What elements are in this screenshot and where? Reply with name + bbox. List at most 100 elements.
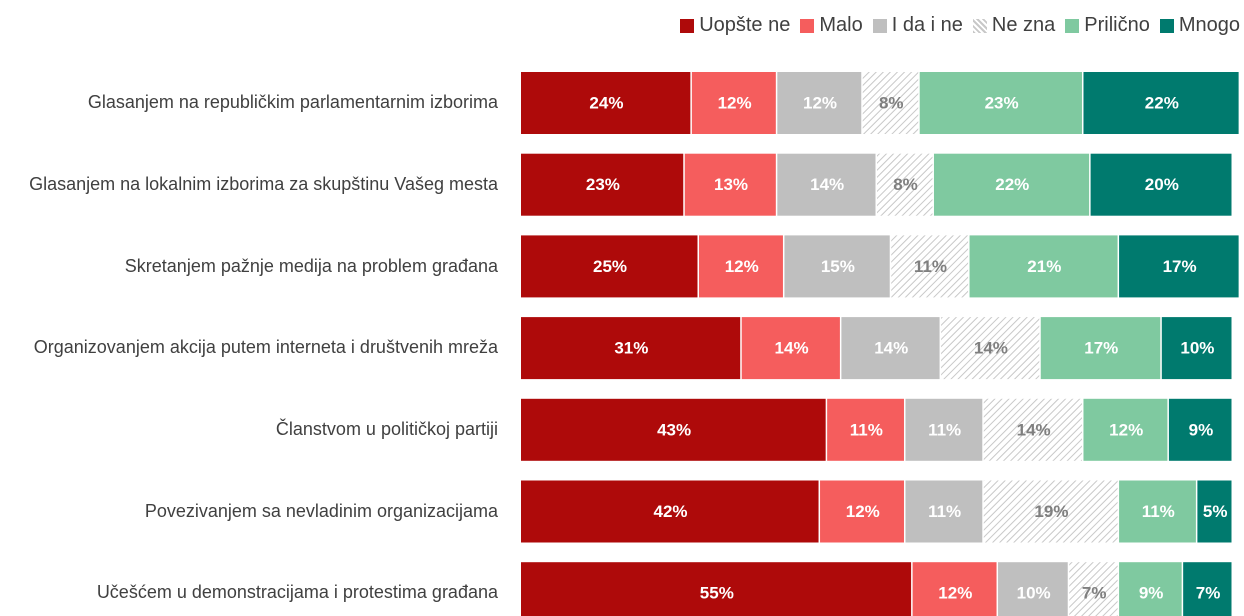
value-label: 55% [700, 584, 734, 603]
bar-segment [1040, 317, 1161, 380]
category-label: Glasanjem na republičkim parlamentarnim … [87, 92, 498, 113]
category-label-box: Povezivanjem sa nevladinim organizacijam… [0, 481, 498, 543]
value-label: 9% [1189, 420, 1214, 439]
category-label-box: Članstvom u političkoj partiji [0, 399, 498, 461]
value-label: 25% [593, 257, 627, 276]
bar-segment [784, 235, 890, 298]
bar-segment [905, 398, 983, 461]
legend-label: Uopšte ne [699, 14, 791, 36]
value-label: 24% [589, 93, 623, 112]
value-label: 43% [657, 420, 691, 439]
legend-label: I da i ne [891, 14, 963, 36]
category-label-box: Organizovanjem akcija putem interneta i … [0, 317, 498, 379]
value-label: 12% [1109, 420, 1143, 439]
bar-segment [862, 72, 919, 134]
category-label-box: Glasanjem na lokalnim izborima za skupšt… [0, 154, 498, 216]
value-label: 12% [846, 502, 880, 521]
value-label: 11% [928, 502, 961, 521]
value-label: 14% [1017, 420, 1051, 439]
legend-item: I da i ne [872, 14, 963, 37]
value-label: 17% [1163, 257, 1197, 276]
value-label: 14% [810, 175, 844, 194]
bar-segment [1083, 72, 1239, 134]
value-label: 8% [893, 175, 918, 194]
legend-swatch [872, 18, 887, 33]
bar-segment [699, 235, 783, 298]
value-label: 11% [850, 420, 883, 439]
bar-segment [684, 153, 776, 216]
bar-segment [998, 562, 1068, 616]
category-label-box: Učešćem u demonstracijama i protestima g… [0, 562, 498, 616]
bar-segment [521, 398, 826, 461]
bar-segment [1119, 562, 1182, 616]
value-label: 17% [1084, 339, 1118, 358]
bar-segment [777, 153, 876, 216]
bar-segment [1069, 562, 1118, 616]
bar-segment [933, 153, 1090, 216]
value-label: 23% [985, 93, 1019, 112]
bar-segment [1183, 562, 1232, 616]
value-label: 14% [874, 339, 908, 358]
bar-segment [1083, 398, 1168, 461]
bar-segment [877, 153, 933, 216]
bar-segment [841, 317, 940, 380]
bar-segment [983, 480, 1118, 543]
value-label: 15% [821, 257, 855, 276]
category-label: Učešćem u demonstracijama i protestima g… [96, 582, 498, 603]
value-label: 12% [725, 257, 759, 276]
legend-swatch [680, 18, 695, 33]
bar-segment [983, 398, 1082, 461]
bar-segment [891, 235, 969, 298]
bar-segment [912, 562, 997, 616]
category-label-box: Glasanjem na republičkim parlamentarnim … [0, 72, 498, 134]
bar-segment [969, 235, 1118, 298]
value-label: 42% [654, 502, 688, 521]
value-label: 13% [714, 175, 748, 194]
bar-segment [521, 317, 741, 380]
value-label: 14% [775, 339, 809, 358]
bar-segment [521, 235, 698, 298]
bar-segment [1119, 480, 1196, 543]
bar-segment [919, 72, 1082, 134]
legend-item: Ne zna [972, 14, 1056, 37]
bar-segment [827, 398, 904, 461]
legend-label: Ne zna [991, 14, 1056, 36]
bar-segment [521, 153, 684, 216]
legend-item: Mnogo [1159, 14, 1240, 37]
legend-label: Mnogo [1178, 14, 1240, 36]
value-label: 23% [586, 175, 620, 194]
value-label: 12% [803, 93, 837, 112]
value-label: 19% [1034, 502, 1068, 521]
legend-swatch [800, 18, 815, 33]
bar-segment [1197, 480, 1232, 543]
bar-segment [777, 72, 862, 134]
value-label: 12% [938, 584, 972, 603]
value-label: 31% [614, 339, 648, 358]
value-label: 21% [1027, 257, 1061, 276]
category-label: Skretanjem pažnje medija na problem građ… [124, 255, 498, 276]
value-label: 9% [1139, 584, 1164, 603]
bar-segment [521, 480, 819, 543]
legend-label: Malo [819, 14, 863, 36]
value-label: 7% [1196, 584, 1221, 603]
legend-item: Uopšte ne [680, 14, 790, 37]
value-label: 14% [974, 339, 1008, 358]
bar-segment [1119, 235, 1239, 298]
legend-item: Prilično [1065, 14, 1150, 37]
bar-segment [691, 72, 776, 134]
bar-segment [1090, 153, 1232, 216]
bar-segment [905, 480, 983, 543]
bar-segment [1161, 317, 1232, 380]
legend-swatch [1065, 18, 1080, 33]
legend: Uopšte ne Malo I da i ne Ne zna Prilično Mnog… [680, 14, 1240, 37]
value-label: 8% [879, 93, 904, 112]
value-label: 12% [718, 93, 752, 112]
legend-item: Malo [800, 14, 863, 37]
category-label-box: Skretanjem pažnje medija na problem građ… [0, 235, 498, 297]
value-label: 22% [995, 175, 1029, 194]
bar-segment [820, 480, 904, 543]
bar-segment [1168, 398, 1232, 461]
value-label: 20% [1145, 175, 1179, 194]
